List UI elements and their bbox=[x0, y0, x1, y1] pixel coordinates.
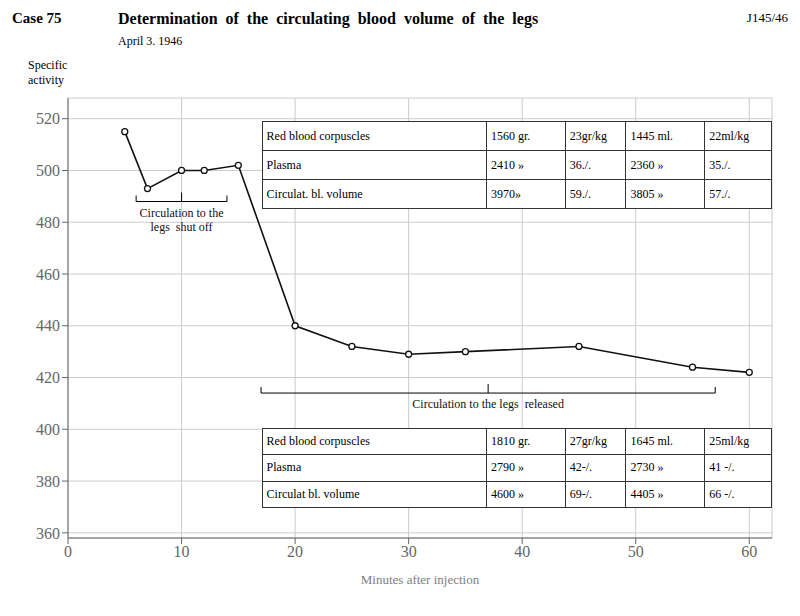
html-text:1560 gr.: 1560 gr. bbox=[491, 128, 531, 143]
html-text:Red blood corpuscles: Red blood corpuscles bbox=[266, 128, 370, 143]
html-text:22ml/kg: 22ml/kg bbox=[709, 128, 750, 143]
svg-text:60: 60 bbox=[741, 543, 757, 560]
html-text:1645 ml.: 1645 ml. bbox=[630, 434, 674, 449]
html-text:4405 »: 4405 » bbox=[630, 486, 664, 501]
html-text:57./.: 57./. bbox=[709, 186, 734, 201]
html-text:1445 ml.: 1445 ml. bbox=[630, 128, 674, 143]
svg-text:520: 520 bbox=[36, 110, 60, 127]
html-text:41 -/.: 41 -/. bbox=[709, 460, 738, 475]
svg-text:20: 20 bbox=[287, 543, 303, 560]
html-text:35./.: 35./. bbox=[709, 157, 734, 172]
html-text:2410 »: 2410 » bbox=[491, 157, 524, 172]
html-text:66 -/.: 66 -/. bbox=[709, 486, 738, 501]
html-text:59./.: 59./. bbox=[569, 186, 592, 201]
svg-text:400: 400 bbox=[36, 421, 60, 438]
html-text:Plasma: Plasma bbox=[266, 460, 302, 475]
svg-text:440: 440 bbox=[36, 317, 60, 334]
html-text:23gr/kg: 23gr/kg bbox=[569, 128, 608, 143]
html-text:3805 »: 3805 » bbox=[630, 186, 664, 201]
svg-text:Minutes after injection: Minutes after injection bbox=[361, 572, 480, 587]
html-text:3970»: 3970» bbox=[491, 186, 521, 201]
svg-text:30: 30 bbox=[401, 543, 417, 560]
html-text:Determination of the circulati: Determination of the circulating blood v… bbox=[118, 10, 539, 27]
html-text:1810 gr.: 1810 gr. bbox=[491, 434, 531, 449]
html-text:Red blood corpuscles: Red blood corpuscles bbox=[266, 434, 370, 449]
svg-text:380: 380 bbox=[36, 473, 60, 490]
svg-text:460: 460 bbox=[36, 266, 60, 283]
html-text:April 3. 1946: April 3. 1946 bbox=[118, 34, 183, 48]
html-text:25ml/kg: 25ml/kg bbox=[709, 434, 750, 449]
svg-text:420: 420 bbox=[36, 369, 60, 386]
html-text:J145/46: J145/46 bbox=[746, 10, 788, 25]
svg-text:360: 360 bbox=[36, 525, 60, 542]
html-text:Circulat. bl. volume: Circulat. bl. volume bbox=[266, 186, 363, 201]
svg-text:Circulation to the legs relea: Circulation to the legs released bbox=[412, 397, 564, 411]
html-text:4600 »: 4600 » bbox=[491, 486, 524, 501]
svg-text:500: 500 bbox=[36, 162, 60, 179]
html-text:42-/.: 42-/. bbox=[569, 460, 593, 475]
html-text:2790 »: 2790 » bbox=[491, 460, 524, 475]
svg-text:Circulation to thelegs shut o: Circulation to thelegs shut off bbox=[140, 206, 224, 234]
html-text:Specific: Specific bbox=[28, 58, 68, 72]
html-text:69-/.: 69-/. bbox=[569, 486, 593, 501]
html-text:2730 »: 2730 » bbox=[630, 460, 664, 475]
html-text:Plasma: Plasma bbox=[266, 157, 302, 172]
html-text:27gr/kg: 27gr/kg bbox=[569, 434, 608, 449]
svg-text:10: 10 bbox=[174, 543, 190, 560]
html-text:Circulat bl. volume: Circulat bl. volume bbox=[266, 486, 360, 501]
svg-text:40: 40 bbox=[514, 543, 530, 560]
html-text:Case 75: Case 75 bbox=[12, 10, 62, 26]
svg-text:50: 50 bbox=[628, 543, 644, 560]
svg-text:480: 480 bbox=[36, 214, 60, 231]
html-text:2360 »: 2360 » bbox=[630, 157, 664, 172]
html-text:36./.: 36./. bbox=[569, 157, 592, 172]
html-text:activity: activity bbox=[28, 73, 64, 87]
svg-text:0: 0 bbox=[64, 543, 72, 560]
